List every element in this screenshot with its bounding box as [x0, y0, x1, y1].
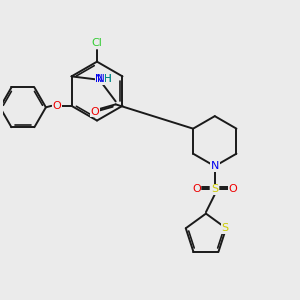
Text: N: N: [97, 74, 105, 84]
Text: Cl: Cl: [92, 38, 102, 47]
Text: O: O: [192, 184, 201, 194]
Text: NH: NH: [96, 74, 112, 84]
Text: N: N: [211, 161, 219, 171]
Text: H: H: [103, 74, 111, 84]
Text: O: O: [229, 184, 237, 194]
Text: H: H: [103, 74, 111, 84]
Text: N: N: [95, 74, 103, 84]
Text: O: O: [91, 107, 99, 117]
Text: O: O: [52, 101, 61, 111]
Text: S: S: [211, 184, 218, 194]
Text: S: S: [221, 223, 228, 233]
